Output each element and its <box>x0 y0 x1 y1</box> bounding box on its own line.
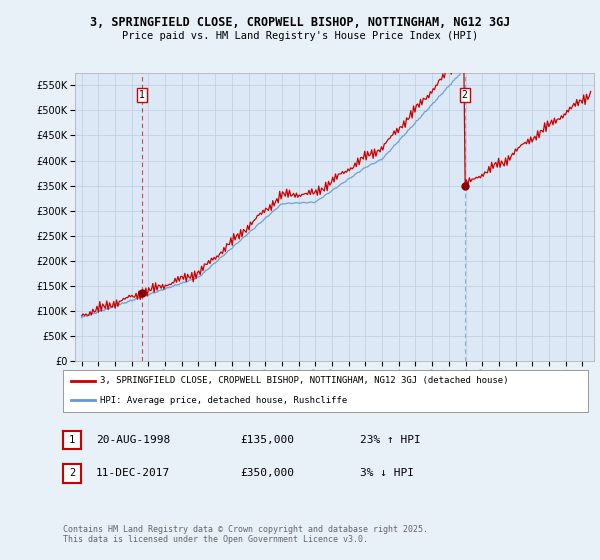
Text: 1: 1 <box>139 90 145 100</box>
Text: £135,000: £135,000 <box>240 435 294 445</box>
Text: Price paid vs. HM Land Registry's House Price Index (HPI): Price paid vs. HM Land Registry's House … <box>122 31 478 41</box>
Text: £350,000: £350,000 <box>240 468 294 478</box>
Text: HPI: Average price, detached house, Rushcliffe: HPI: Average price, detached house, Rush… <box>100 396 347 405</box>
Text: 11-DEC-2017: 11-DEC-2017 <box>96 468 170 478</box>
Text: 20-AUG-1998: 20-AUG-1998 <box>96 435 170 445</box>
Text: 3, SPRINGFIELD CLOSE, CROPWELL BISHOP, NOTTINGHAM, NG12 3GJ: 3, SPRINGFIELD CLOSE, CROPWELL BISHOP, N… <box>90 16 510 29</box>
Text: 3% ↓ HPI: 3% ↓ HPI <box>360 468 414 478</box>
Text: 2: 2 <box>462 90 467 100</box>
Text: 1: 1 <box>69 435 75 445</box>
Text: Contains HM Land Registry data © Crown copyright and database right 2025.
This d: Contains HM Land Registry data © Crown c… <box>63 525 428 544</box>
Text: 3, SPRINGFIELD CLOSE, CROPWELL BISHOP, NOTTINGHAM, NG12 3GJ (detached house): 3, SPRINGFIELD CLOSE, CROPWELL BISHOP, N… <box>100 376 508 385</box>
Text: 2: 2 <box>69 469 75 478</box>
Text: 23% ↑ HPI: 23% ↑ HPI <box>360 435 421 445</box>
